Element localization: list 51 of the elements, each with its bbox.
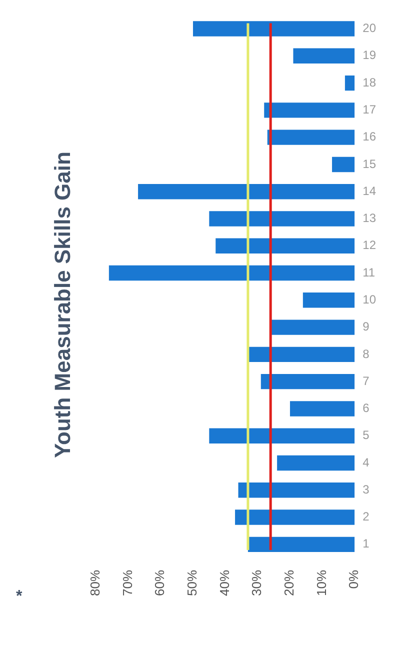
y-tick-label: 7 [362, 374, 370, 388]
x-tick-label: 70% [120, 570, 135, 596]
x-tick-label: 10% [314, 570, 329, 596]
y-tick-label: 9 [362, 320, 370, 334]
bar [216, 238, 355, 254]
y-tick-label: 18 [362, 75, 376, 90]
bar [344, 75, 355, 91]
y-tick-label: 17 [362, 102, 376, 116]
bar [267, 130, 355, 145]
text: Youth Measurable Skills Gain [50, 150, 76, 460]
y-tick-label: 14 [362, 184, 376, 198]
x-tick-label: 20% [282, 570, 297, 596]
y-tick-label: 16 [362, 130, 376, 144]
y-tick-label: 8 [362, 346, 370, 361]
y-tick-label: 6 [362, 401, 370, 416]
y-tick-label: 1 [362, 536, 370, 551]
bar [238, 482, 355, 498]
x-tick-label: 0% [346, 570, 362, 589]
bar [209, 428, 355, 444]
y-tick-label: 15 [362, 156, 376, 171]
bar [235, 510, 355, 525]
bar [332, 156, 355, 172]
x-tick-label: 30% [249, 570, 264, 596]
y-tick-label: 2 [362, 510, 370, 524]
bar [302, 292, 355, 308]
x-tick-label: 50% [184, 570, 200, 596]
bar [108, 265, 355, 281]
y-tick-label: 11 [362, 265, 376, 280]
bar [260, 374, 355, 390]
y-tick-label: 12 [362, 238, 376, 252]
x-tick-label: 60% [152, 570, 168, 596]
bar [248, 346, 355, 362]
y-tick-label: 13 [362, 211, 376, 226]
y-tick-label: 5 [362, 428, 370, 442]
y-tick-label: 4 [362, 455, 370, 470]
bar [248, 536, 355, 552]
x-tick-label: 80% [88, 570, 103, 596]
bar [192, 21, 355, 36]
bar [293, 48, 355, 64]
y-tick-label: 3 [362, 482, 370, 496]
y-tick-label: 10 [362, 292, 376, 306]
bar [290, 401, 355, 416]
y-tick-label: 19 [362, 48, 376, 62]
bar [264, 102, 355, 118]
bar [270, 320, 355, 335]
bar [138, 184, 355, 200]
text: * [16, 588, 22, 606]
bar [277, 455, 355, 471]
bar [209, 211, 355, 226]
x-tick-label: 40% [216, 570, 232, 596]
y-tick-label: 20 [362, 21, 376, 36]
